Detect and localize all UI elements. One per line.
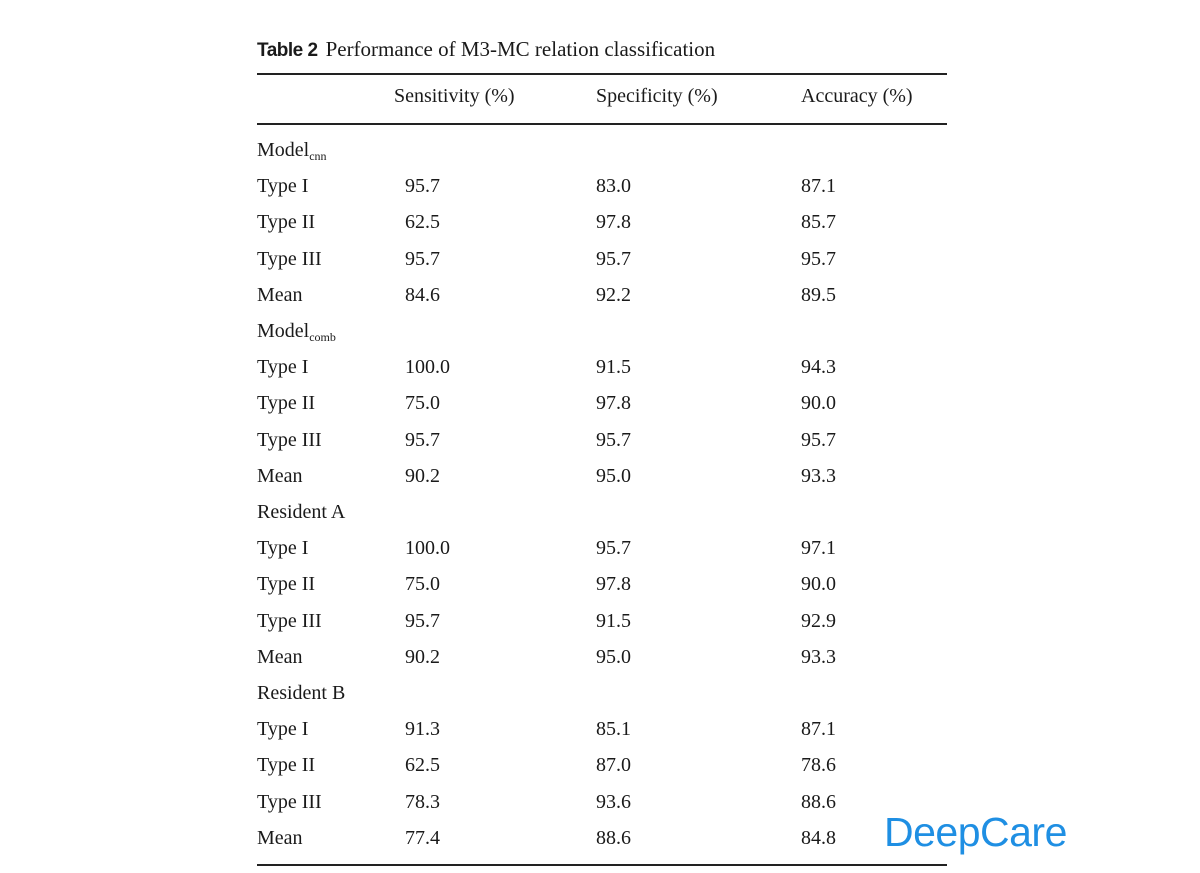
accuracy-value: 95.7 <box>801 247 836 270</box>
specificity-value: 95.0 <box>596 645 631 668</box>
row-type-label: Type II <box>257 392 316 415</box>
specificity-value: 97.8 <box>596 211 631 234</box>
column-header-specificity: Specificity (%) <box>596 85 718 107</box>
sensitivity-value: 100.0 <box>405 356 450 379</box>
accuracy-value: 93.3 <box>801 464 836 487</box>
specificity-value: 91.5 <box>596 356 631 379</box>
specificity-value: 91.5 <box>596 609 631 632</box>
row-type-label: Type II <box>257 573 316 596</box>
row-type-label: Type III <box>257 428 322 451</box>
row-type-label: Mean <box>257 645 303 668</box>
row-type-label: Type II <box>257 211 316 234</box>
table-caption-label: Table 2 <box>257 40 318 61</box>
group-name-subscript: comb <box>309 330 336 344</box>
sensitivity-value: 78.3 <box>405 790 440 813</box>
sensitivity-value: 62.5 <box>405 211 440 234</box>
row-type-label: Type III <box>257 247 322 270</box>
sensitivity-value: 90.2 <box>405 464 440 487</box>
specificity-value: 95.7 <box>596 428 631 451</box>
deepcare-watermark-logo: DeepCare <box>884 809 1067 855</box>
sensitivity-value: 62.5 <box>405 754 440 777</box>
accuracy-value: 87.1 <box>801 175 836 198</box>
row-type-label: Type II <box>257 754 316 777</box>
accuracy-value: 78.6 <box>801 754 836 777</box>
group-header: Modelcomb <box>257 317 336 345</box>
group-header: Modelcnn <box>257 136 327 164</box>
specificity-value: 87.0 <box>596 754 631 777</box>
row-type-label: Type I <box>257 175 309 198</box>
row-type-label: Type III <box>257 790 322 813</box>
specificity-value: 88.6 <box>596 826 631 849</box>
group-name: Resident B <box>257 682 346 704</box>
row-type-label: Mean <box>257 826 303 849</box>
table-caption: Table 2 Performance of M3-MC relation cla… <box>257 34 957 64</box>
accuracy-value: 94.3 <box>801 356 836 379</box>
specificity-value: 83.0 <box>596 175 631 198</box>
sensitivity-value: 95.7 <box>405 247 440 270</box>
sensitivity-value: 75.0 <box>405 392 440 415</box>
accuracy-value: 92.9 <box>801 609 836 632</box>
row-type-label: Mean <box>257 464 303 487</box>
specificity-value: 95.7 <box>596 537 631 560</box>
specificity-value: 97.8 <box>596 573 631 596</box>
specificity-value: 95.0 <box>596 464 631 487</box>
column-header-sensitivity: Sensitivity (%) <box>394 85 515 107</box>
specificity-value: 97.8 <box>596 392 631 415</box>
accuracy-value: 84.8 <box>801 826 836 849</box>
group-name: Model <box>257 139 310 161</box>
group-header: Resident B <box>257 679 345 707</box>
specificity-value: 95.7 <box>596 247 631 270</box>
group-header: Resident A <box>257 498 345 526</box>
row-type-label: Mean <box>257 283 303 306</box>
accuracy-value: 93.3 <box>801 645 836 668</box>
group-name: Resident A <box>257 501 346 523</box>
group-name-subscript: cnn <box>309 149 327 163</box>
sensitivity-value: 100.0 <box>405 537 450 560</box>
sensitivity-value: 90.2 <box>405 645 440 668</box>
sensitivity-value: 75.0 <box>405 573 440 596</box>
row-type-label: Type I <box>257 718 309 741</box>
accuracy-value: 85.7 <box>801 211 836 234</box>
table-caption-title: Performance of M3-MC relation classifica… <box>325 37 716 61</box>
table-header-rule <box>257 123 947 125</box>
specificity-value: 93.6 <box>596 790 631 813</box>
accuracy-value: 90.0 <box>801 392 836 415</box>
accuracy-value: 89.5 <box>801 283 836 306</box>
specificity-value: 85.1 <box>596 718 631 741</box>
accuracy-value: 87.1 <box>801 718 836 741</box>
table-top-rule <box>257 73 947 75</box>
sensitivity-value: 91.3 <box>405 718 440 741</box>
sensitivity-value: 84.6 <box>405 283 440 306</box>
accuracy-value: 90.0 <box>801 573 836 596</box>
sensitivity-value: 95.7 <box>405 428 440 451</box>
group-name: Model <box>257 320 310 342</box>
column-header-accuracy: Accuracy (%) <box>801 85 913 107</box>
sensitivity-value: 95.7 <box>405 175 440 198</box>
table-bottom-rule <box>257 864 947 866</box>
row-type-label: Type I <box>257 537 309 560</box>
accuracy-value: 95.7 <box>801 428 836 451</box>
accuracy-value: 88.6 <box>801 790 836 813</box>
sensitivity-value: 77.4 <box>405 826 440 849</box>
sensitivity-value: 95.7 <box>405 609 440 632</box>
accuracy-value: 97.1 <box>801 537 836 560</box>
row-type-label: Type III <box>257 609 322 632</box>
specificity-value: 92.2 <box>596 283 631 306</box>
row-type-label: Type I <box>257 356 309 379</box>
